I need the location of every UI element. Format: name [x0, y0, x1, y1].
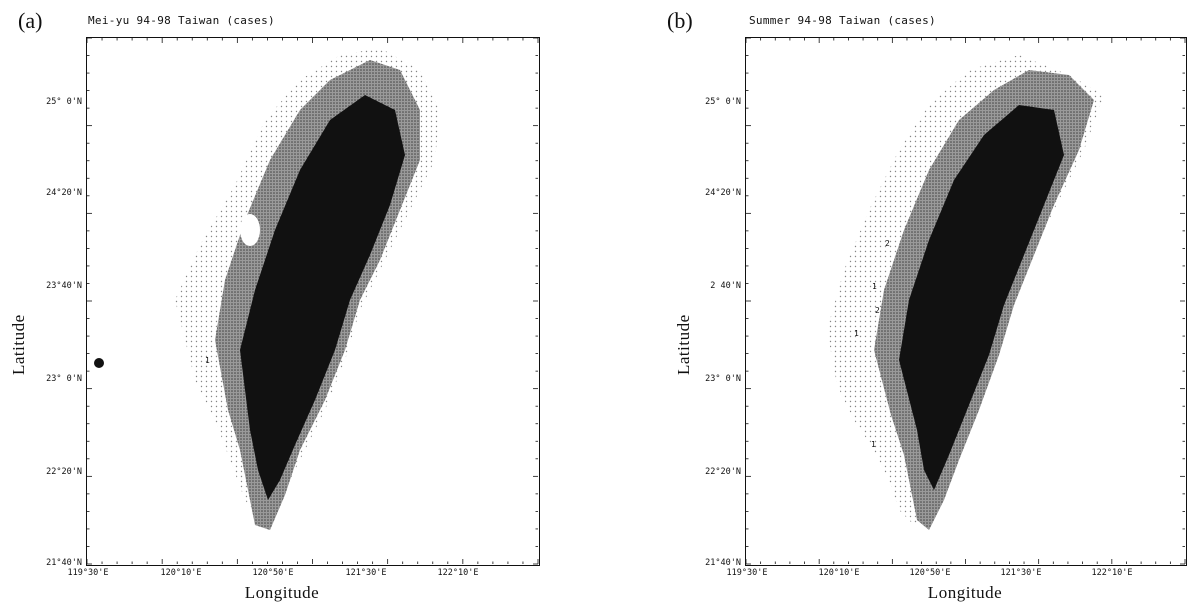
- lon-tick: 122°10'E: [437, 568, 479, 578]
- lon-tick: 122°10'E: [1091, 568, 1133, 578]
- panel-letter: (a): [18, 8, 43, 33]
- map-canvas: [745, 37, 1186, 565]
- lon-tick: 120°50'E: [252, 568, 294, 578]
- lat-tick: 25° 0'N: [46, 97, 82, 107]
- lat-tick: 24°20'N: [705, 188, 741, 198]
- contour-core: [899, 105, 1064, 490]
- contour-label: 2: [875, 306, 880, 315]
- panel-letter: (b): [667, 8, 693, 33]
- lon-tick: 120°10'E: [160, 568, 202, 578]
- lon-tick: 120°50'E: [909, 568, 951, 578]
- lat-tick: 2 40'N: [710, 281, 741, 291]
- x-axis-title: Longitude: [927, 583, 1003, 602]
- lat-tick: 21°40'N: [705, 558, 741, 568]
- lat-tick: 21°40'N: [46, 558, 82, 568]
- lat-tick: 23° 0'N: [46, 374, 82, 384]
- y-axis-title: Latitude: [674, 314, 693, 375]
- contour-label: 1: [872, 282, 877, 291]
- lon-tick: 121°30'E: [345, 568, 387, 578]
- lat-tick: 22°20'N: [705, 467, 741, 477]
- lon-tick: 119°30'E: [67, 568, 109, 578]
- lat-tick: 22°20'N: [46, 467, 82, 477]
- contour-label: 2: [885, 239, 890, 248]
- contour-label: 1: [205, 356, 210, 365]
- contour-label: 1: [854, 329, 859, 338]
- lat-tick: 25° 0'N: [705, 97, 741, 107]
- panel-title: Summer 94-98 Taiwan (cases): [749, 14, 936, 27]
- small-island: [94, 358, 104, 368]
- panel-a: (a) Mei-yu 94-98 Taiwan (cases) 1 25° 0'…: [0, 0, 598, 609]
- lat-tick: 24°20'N: [46, 188, 82, 198]
- panel-b: (b) Summer 94-98 Taiwan (cases) 2 1 2 1 …: [599, 0, 1197, 609]
- y-axis-title: Latitude: [9, 314, 28, 375]
- lon-tick: 119°30'E: [726, 568, 768, 578]
- lat-tick: 23° 0'N: [705, 374, 741, 384]
- x-axis-title: Longitude: [244, 583, 320, 602]
- panel-title: Mei-yu 94-98 Taiwan (cases): [88, 14, 275, 27]
- contour-label: 1: [871, 440, 876, 449]
- lat-tick: 23°40'N: [46, 281, 82, 291]
- lon-tick: 121°30'E: [1000, 568, 1042, 578]
- map-canvas: [86, 37, 539, 565]
- lon-tick: 120°10'E: [818, 568, 860, 578]
- contour-core: [240, 95, 405, 500]
- white-patch: [240, 214, 260, 246]
